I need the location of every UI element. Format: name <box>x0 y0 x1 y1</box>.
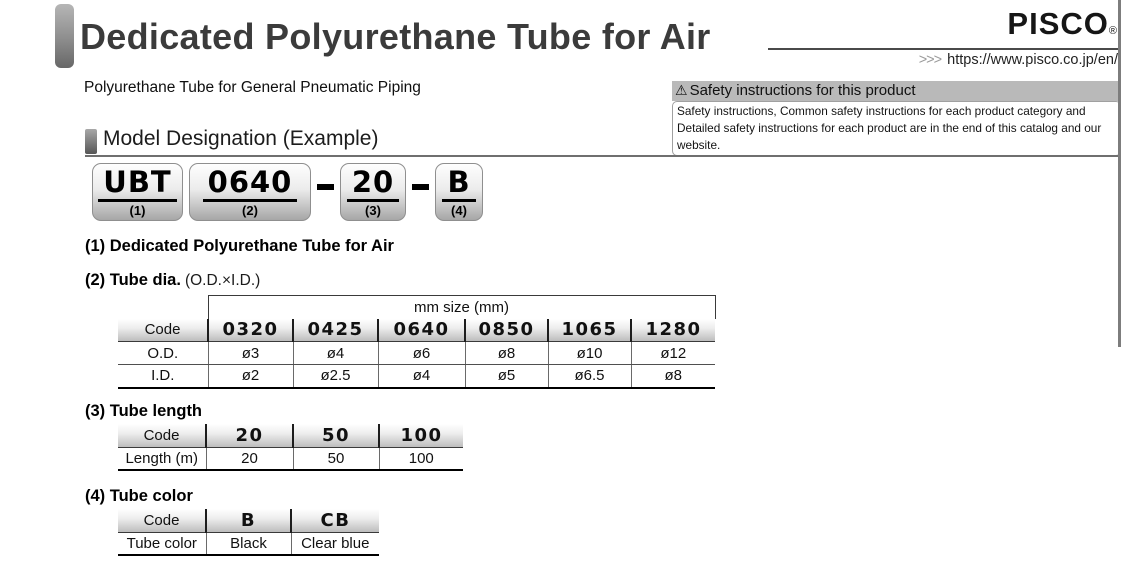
table-header-cell: 0640 <box>377 318 465 342</box>
model-designation-title: Model Designation (Example) <box>103 127 379 150</box>
model-code-label: (4) <box>451 203 467 218</box>
table-span-header: mm size (mm) <box>207 295 716 319</box>
section-accent-bar <box>85 129 97 154</box>
warning-triangle-icon: ⚠ <box>675 82 688 98</box>
title-accent-bar <box>55 4 74 68</box>
table-header-cell: 1280 <box>630 318 715 342</box>
model-block-series: UBT (1) <box>92 163 183 221</box>
registered-mark: ® <box>1108 25 1118 37</box>
table-header-cell: 20 <box>205 424 293 448</box>
table-row: I.D. ø2 ø2.5 ø4 ø5 ø6.5 ø8 <box>118 364 715 389</box>
title-rule-line <box>768 48 1120 50</box>
page-subtitle: Polyurethane Tube for General Pneumatic … <box>84 79 421 96</box>
section-2-heading: (2) Tube dia. (O.D.×I.D.) <box>85 271 260 290</box>
table-header-cell: B <box>205 509 291 533</box>
website-row: >>> https://www.pisco.co.jp/en/ <box>919 52 1118 68</box>
table-header-cell: CB <box>290 509 379 533</box>
section-1-heading: (1) Dedicated Polyurethane Tube for Air <box>85 237 394 255</box>
model-block-diameter: 0640 (2) <box>189 163 311 221</box>
model-separator-dash <box>317 184 334 190</box>
table-cell: O.D. <box>118 341 208 365</box>
table-header-cell: Code <box>118 318 208 342</box>
table-row: Length (m) 20 50 100 <box>118 447 463 471</box>
table-header-cell: 100 <box>378 424 463 448</box>
safety-box-body: Safety instructions, Common safety instr… <box>672 101 1121 157</box>
table-cell: Clear blue <box>290 532 379 556</box>
model-code-label: (1) <box>129 203 146 218</box>
table-cell: ø8 <box>464 341 548 365</box>
safety-box-title: Safety instructions for this product <box>689 82 916 99</box>
model-separator-dash <box>412 184 429 190</box>
tube-diameter-table: mm size (mm) Code 0320 0425 0640 0850 10… <box>118 295 716 389</box>
table-cell: ø4 <box>377 364 465 389</box>
model-code-text: B <box>442 166 476 202</box>
model-code-label: (3) <box>365 203 381 218</box>
safety-instructions-box: ⚠ Safety instructions for this product Sa… <box>672 81 1121 157</box>
table-header-row: Code B CB <box>118 509 379 533</box>
model-code-text: 0640 <box>202 166 298 202</box>
table-header-cell: 1065 <box>547 318 631 342</box>
model-block-color: B (4) <box>435 163 483 221</box>
table-cell: ø2.5 <box>292 364 378 389</box>
section-2-note: (O.D.×I.D.) <box>184 272 261 289</box>
section-3-heading: (3) Tube length <box>85 402 203 420</box>
chevron-arrows-icon: >>> <box>918 52 942 68</box>
table-cell: ø12 <box>630 341 715 365</box>
table-cell: ø10 <box>547 341 631 365</box>
website-link[interactable]: https://www.pisco.co.jp/en/ <box>947 52 1118 68</box>
brand-text: PISCO <box>1007 6 1109 41</box>
model-code-label: (2) <box>242 203 258 218</box>
table-header-row: Code 0320 0425 0640 0850 1065 1280 <box>118 318 715 342</box>
table-cell: ø6 <box>377 341 465 365</box>
model-code-text: UBT <box>98 166 177 202</box>
table-cell: I.D. <box>118 364 208 389</box>
table-cell: ø5 <box>464 364 548 389</box>
tube-length-table: Code 20 50 100 Length (m) 20 50 100 <box>118 424 463 471</box>
table-cell: ø6.5 <box>547 364 631 389</box>
page-right-border <box>1118 0 1121 347</box>
table-cell: ø3 <box>207 341 293 365</box>
table-cell: ø4 <box>292 341 378 365</box>
section-underline <box>85 155 1120 157</box>
table-header-row: Code 20 50 100 <box>118 424 463 448</box>
section-2-title: (2) Tube dia. <box>85 271 181 289</box>
table-cell: ø8 <box>630 364 715 389</box>
table-corner-cell <box>118 296 208 319</box>
table-header-cell: Code <box>118 424 206 448</box>
table-cell: Black <box>205 532 291 556</box>
table-cell: Length (m) <box>118 447 206 471</box>
model-code-text: 20 <box>346 166 400 202</box>
table-header-cell: 50 <box>292 424 379 448</box>
table-row: mm size (mm) <box>118 295 716 319</box>
table-cell: ø2 <box>207 364 293 389</box>
table-row: Tube color Black Clear blue <box>118 532 379 556</box>
tube-color-table: Code B CB Tube color Black Clear blue <box>118 509 379 556</box>
model-code-row: UBT (1) 0640 (2) 20 (3) B (4) <box>92 163 483 221</box>
table-header-cell: 0850 <box>464 318 548 342</box>
table-header-cell: Code <box>118 509 206 533</box>
table-header-cell: 0320 <box>207 318 293 342</box>
table-cell: 20 <box>205 447 293 471</box>
model-block-length: 20 (3) <box>340 163 406 221</box>
safety-box-header: ⚠ Safety instructions for this product <box>672 81 1121 101</box>
table-cell: 50 <box>292 447 379 471</box>
table-row: O.D. ø3 ø4 ø6 ø8 ø10 ø12 <box>118 341 715 365</box>
table-header-cell: 0425 <box>292 318 378 342</box>
brand-logo: PISCO® <box>1007 6 1118 42</box>
table-cell: 100 <box>378 447 463 471</box>
table-cell: Tube color <box>118 532 206 556</box>
section-4-heading: (4) Tube color <box>85 487 193 505</box>
page-title: Dedicated Polyurethane Tube for Air <box>80 16 711 57</box>
